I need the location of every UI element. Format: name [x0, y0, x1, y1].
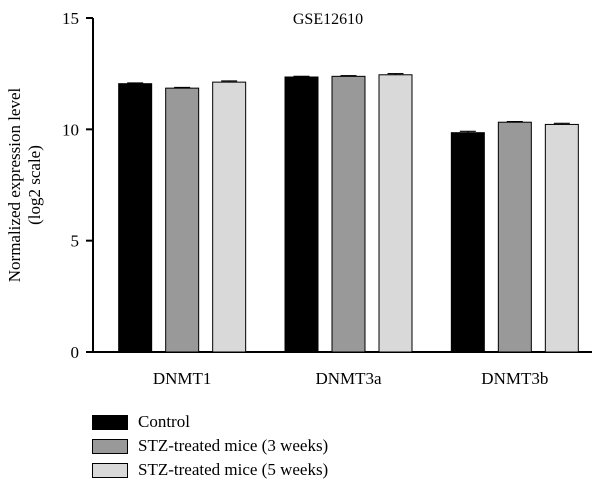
x-tick-label: DNMT3a — [315, 369, 382, 388]
y-tick-label: 10 — [62, 120, 79, 139]
legend: Control STZ-treated mice (3 weeks) STZ-tre… — [92, 410, 328, 482]
legend-swatch — [92, 414, 128, 430]
bar — [284, 76, 319, 353]
legend-label: STZ-treated mice (5 weeks) — [138, 460, 329, 479]
y-axis-label-line: (log2 scale) — [25, 145, 44, 225]
legend-item: STZ-treated mice (5 weeks) — [92, 458, 328, 482]
bar-chart: GSE12610 Normalized expression level(log… — [5, 9, 592, 388]
bars — [118, 73, 579, 353]
x-tick-labels: DNMT1 DNMT3a DNMT3b — [153, 369, 548, 388]
bar — [544, 123, 579, 353]
legend-label: Control — [138, 412, 190, 431]
bar — [497, 121, 532, 353]
legend-item: Control — [92, 410, 328, 434]
legend-swatch — [92, 438, 128, 454]
y-tick-label: 0 — [71, 343, 80, 362]
y-tick-label: 5 — [71, 232, 80, 251]
bar — [165, 87, 200, 353]
bar — [331, 75, 366, 353]
legend-label: STZ-treated mice (3 weeks) — [138, 436, 329, 455]
x-tick-label: DNMT1 — [153, 369, 212, 388]
chart-title: GSE12610 — [293, 11, 363, 28]
legend-swatch — [92, 462, 128, 478]
y-axis-label: Normalized expression level(log2 scale) — [5, 87, 44, 282]
y-axis-label-line: Normalized expression level — [5, 87, 24, 282]
x-tick-label: DNMT3b — [481, 369, 548, 388]
bar — [212, 81, 247, 353]
bar — [450, 132, 485, 353]
bar — [118, 83, 153, 353]
legend-item: STZ-treated mice (3 weeks) — [92, 434, 328, 458]
y-tick-label: 15 — [62, 9, 79, 28]
bar — [378, 74, 413, 353]
